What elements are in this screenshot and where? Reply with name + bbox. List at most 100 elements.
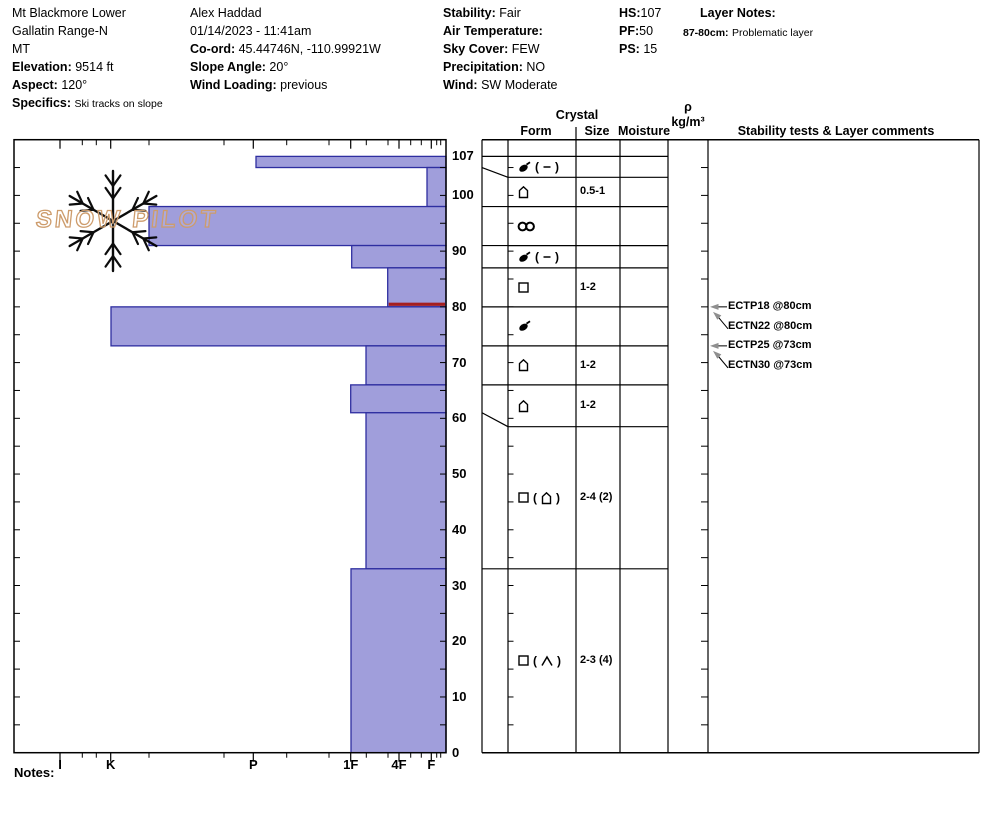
layer-bar-73-66 bbox=[365, 345, 447, 386]
stability-test-ECTN30: ECTN30 @73cm bbox=[728, 358, 813, 371]
hardness-label-4F: 4F bbox=[391, 756, 407, 772]
layer-note-text: Problematic layer bbox=[732, 27, 814, 39]
snowflake-branch bbox=[111, 186, 122, 200]
snowflake-branch bbox=[104, 186, 115, 200]
depth-label-50: 50 bbox=[452, 466, 467, 482]
layer-bar-98-91 bbox=[148, 205, 447, 247]
hardness-label-1F: 1F bbox=[343, 756, 359, 772]
header-observer-column: Alex Haddad 01/14/2023 - 11:41am Co-ord:… bbox=[190, 4, 381, 94]
ps-value: 15 bbox=[643, 42, 658, 56]
row-connector-diagonal bbox=[481, 412, 509, 428]
specifics-label: Specifics: bbox=[12, 96, 72, 110]
air-temp-row: Air Temperature: bbox=[443, 22, 558, 40]
depth-label-107: 107 bbox=[452, 148, 474, 164]
test-arrow-line bbox=[717, 316, 729, 330]
header-location-column: Mt Blackmore Lower Gallatin Range-N MT E… bbox=[12, 4, 163, 113]
grain-form-FCxr bbox=[517, 357, 530, 373]
depth-label-0: 0 bbox=[452, 744, 460, 760]
coord-label: Co-ord: bbox=[190, 42, 236, 56]
ps-label: PS: bbox=[619, 42, 640, 56]
grain-form-FCxr bbox=[517, 184, 530, 200]
wind-loading-value: previous bbox=[280, 78, 328, 92]
grain-size-value: 1-2 bbox=[580, 399, 596, 412]
rounding-facets-icon bbox=[518, 185, 529, 199]
coord-value: 45.44746N, -110.99921W bbox=[238, 42, 381, 56]
hardness-label-F: F bbox=[427, 756, 436, 772]
snowflake-branch bbox=[68, 202, 84, 206]
arrowhead-icon bbox=[710, 342, 719, 349]
size-header: Size bbox=[584, 124, 610, 138]
row-connector-diagonal bbox=[481, 166, 509, 178]
stability-value: Fair bbox=[499, 6, 521, 20]
depth-label-100: 100 bbox=[452, 187, 474, 203]
melt-cluster-icon bbox=[517, 221, 535, 231]
grain-form-DF-dash: () bbox=[517, 249, 559, 265]
facets-icon bbox=[518, 282, 529, 293]
depth-label-20: 20 bbox=[452, 633, 467, 649]
elevation-value: 9514 ft bbox=[75, 60, 114, 74]
grain-form-FC-DH: () bbox=[517, 653, 561, 669]
header-conditions-column: Stability: Fair Air Temperature: Sky Cov… bbox=[443, 4, 558, 94]
snowflake-branch bbox=[86, 196, 95, 211]
layer-notes-title-row: Layer Notes: bbox=[700, 4, 776, 22]
header-snowpack-column: HS:107 PF:50 PS: 15 bbox=[619, 4, 661, 58]
state: MT bbox=[12, 42, 31, 56]
wind-loading-row: Wind Loading: previous bbox=[190, 76, 381, 94]
snowflake-branch bbox=[142, 237, 150, 252]
rounding-facets-icon bbox=[518, 359, 529, 372]
layer-bar-66-61 bbox=[350, 384, 447, 414]
stability-test-ECTP25: ECTP25 @73cm bbox=[728, 338, 812, 351]
depth-label-90: 90 bbox=[452, 243, 467, 259]
layer-bar-80-73 bbox=[110, 306, 447, 347]
stability-tests-header: Stability tests & Layer comments bbox=[737, 124, 935, 138]
grain-size-value: 0.5-1 bbox=[580, 185, 606, 198]
decomposing-fragments-icon bbox=[519, 251, 531, 262]
snowflake-branch bbox=[76, 237, 84, 252]
hs-label: HS: bbox=[619, 6, 641, 20]
pf-row: PF:50 bbox=[619, 22, 661, 40]
notes-label: Notes: bbox=[14, 765, 55, 780]
layer-note-row: 87-80cm: Problematic layer bbox=[683, 23, 813, 42]
depth-label-10: 10 bbox=[452, 688, 467, 704]
depth-label-40: 40 bbox=[452, 521, 467, 537]
dash-icon bbox=[543, 256, 551, 258]
grain-form-FC bbox=[517, 279, 530, 295]
depth-label-30: 30 bbox=[452, 577, 467, 593]
layer-bar-87-80 bbox=[387, 267, 447, 308]
snowflake-branch bbox=[142, 190, 150, 205]
decomposing-fragments-icon bbox=[519, 161, 531, 172]
grain-size-value: 2-4 (2) bbox=[580, 491, 613, 504]
snowflake-branch bbox=[68, 236, 84, 240]
snowflake-arm bbox=[111, 194, 158, 223]
grain-form-DF bbox=[517, 318, 532, 334]
aspect-value: 120° bbox=[61, 78, 88, 92]
grain-form-DF-dash: () bbox=[517, 159, 559, 175]
elevation-label: Elevation: bbox=[12, 60, 72, 74]
watermark-snowflake-icon bbox=[68, 169, 158, 273]
snowflake-arm bbox=[68, 194, 115, 223]
slope-angle-row: Slope Angle: 20° bbox=[190, 58, 381, 76]
elevation-row: Elevation: 9514 ft bbox=[12, 58, 163, 76]
layer-note-depth: 87-80cm: bbox=[683, 27, 729, 39]
facets-icon bbox=[518, 492, 529, 503]
facets-icon bbox=[518, 655, 529, 666]
depth-hoar-icon bbox=[541, 655, 553, 666]
snowflake-branch bbox=[86, 231, 95, 246]
observation-datetime: 01/14/2023 - 11:41am bbox=[190, 24, 312, 38]
pf-label: PF: bbox=[619, 24, 640, 38]
stability-label: Stability: bbox=[443, 6, 496, 20]
snowflake-branch bbox=[111, 174, 122, 188]
snowflake-branch bbox=[104, 242, 115, 256]
layer-bar-61-33 bbox=[365, 412, 447, 570]
grain-form-FCxr bbox=[517, 398, 530, 414]
flagged-layer-line bbox=[388, 302, 445, 306]
test-arrow-line bbox=[717, 355, 729, 369]
aspect-label: Aspect: bbox=[12, 78, 58, 92]
slope-angle-label: Slope Angle: bbox=[190, 60, 266, 74]
stability-test-ECTN22: ECTN22 @80cm bbox=[728, 319, 813, 332]
density-header: ρ bbox=[684, 100, 692, 114]
arrowhead-icon bbox=[713, 350, 722, 359]
crystal-header: Crystal bbox=[555, 108, 599, 122]
rounding-facets-icon bbox=[518, 399, 529, 412]
